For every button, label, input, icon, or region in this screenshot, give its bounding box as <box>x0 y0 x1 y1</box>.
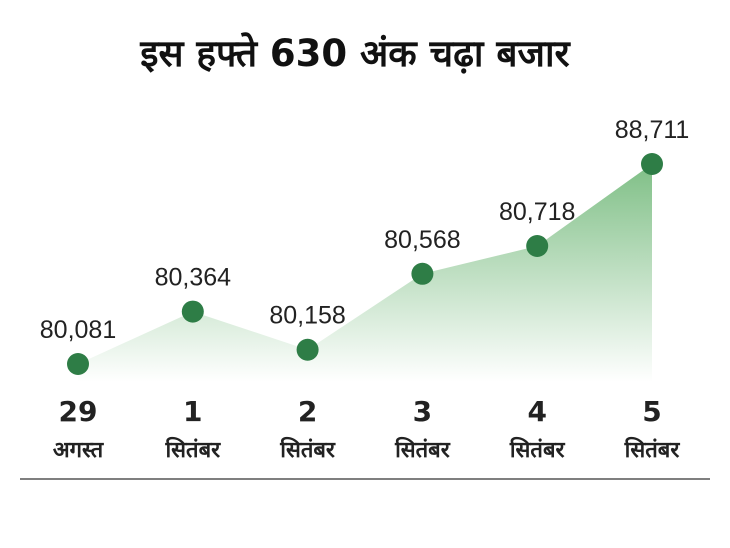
x-tick-day-label: 4 <box>527 395 546 428</box>
data-points <box>67 153 663 375</box>
data-point <box>67 353 89 375</box>
value-label: 88,711 <box>615 116 690 144</box>
data-point <box>181 300 204 323</box>
data-point <box>411 262 434 285</box>
x-tick-day-label: 5 <box>642 395 661 428</box>
value-label: 80,364 <box>155 264 232 292</box>
x-tick-day-label: 1 <box>183 395 202 428</box>
x-tick-month-label: सितंबर <box>279 436 336 463</box>
x-tick-month-label: सितंबर <box>509 436 566 463</box>
x-tick-month-label: सितंबर <box>624 436 681 463</box>
x-axis-labels: 29 अगस्त 1 सितंबर 2 सितंबर 3 सितंबर 4 सितंबर 5 सितं… <box>53 395 680 463</box>
x-tick-month-label: अगस्त <box>53 438 105 463</box>
value-label: 80,158 <box>269 302 345 330</box>
value-label: 80,081 <box>40 316 116 344</box>
x-tick-day-label: 2 <box>298 395 317 428</box>
value-label: 80,718 <box>499 198 575 226</box>
x-tick-month-label: सितंबर <box>394 436 451 463</box>
x-tick-day-label: 3 <box>413 395 432 428</box>
data-point <box>641 153 663 175</box>
x-tick-day-label: 29 <box>59 395 98 428</box>
x-tick-month-label: सितंबर <box>164 436 221 463</box>
value-label: 80,568 <box>384 226 460 254</box>
data-point <box>296 338 319 361</box>
area-fill <box>78 164 652 382</box>
value-labels: 80,081 80,364 80,158 80,568 80,718 88,711 <box>40 116 690 344</box>
data-point <box>526 235 549 257</box>
chart-title: इस हफ्ते 630 अंक चढ़ा बजार <box>139 32 571 75</box>
